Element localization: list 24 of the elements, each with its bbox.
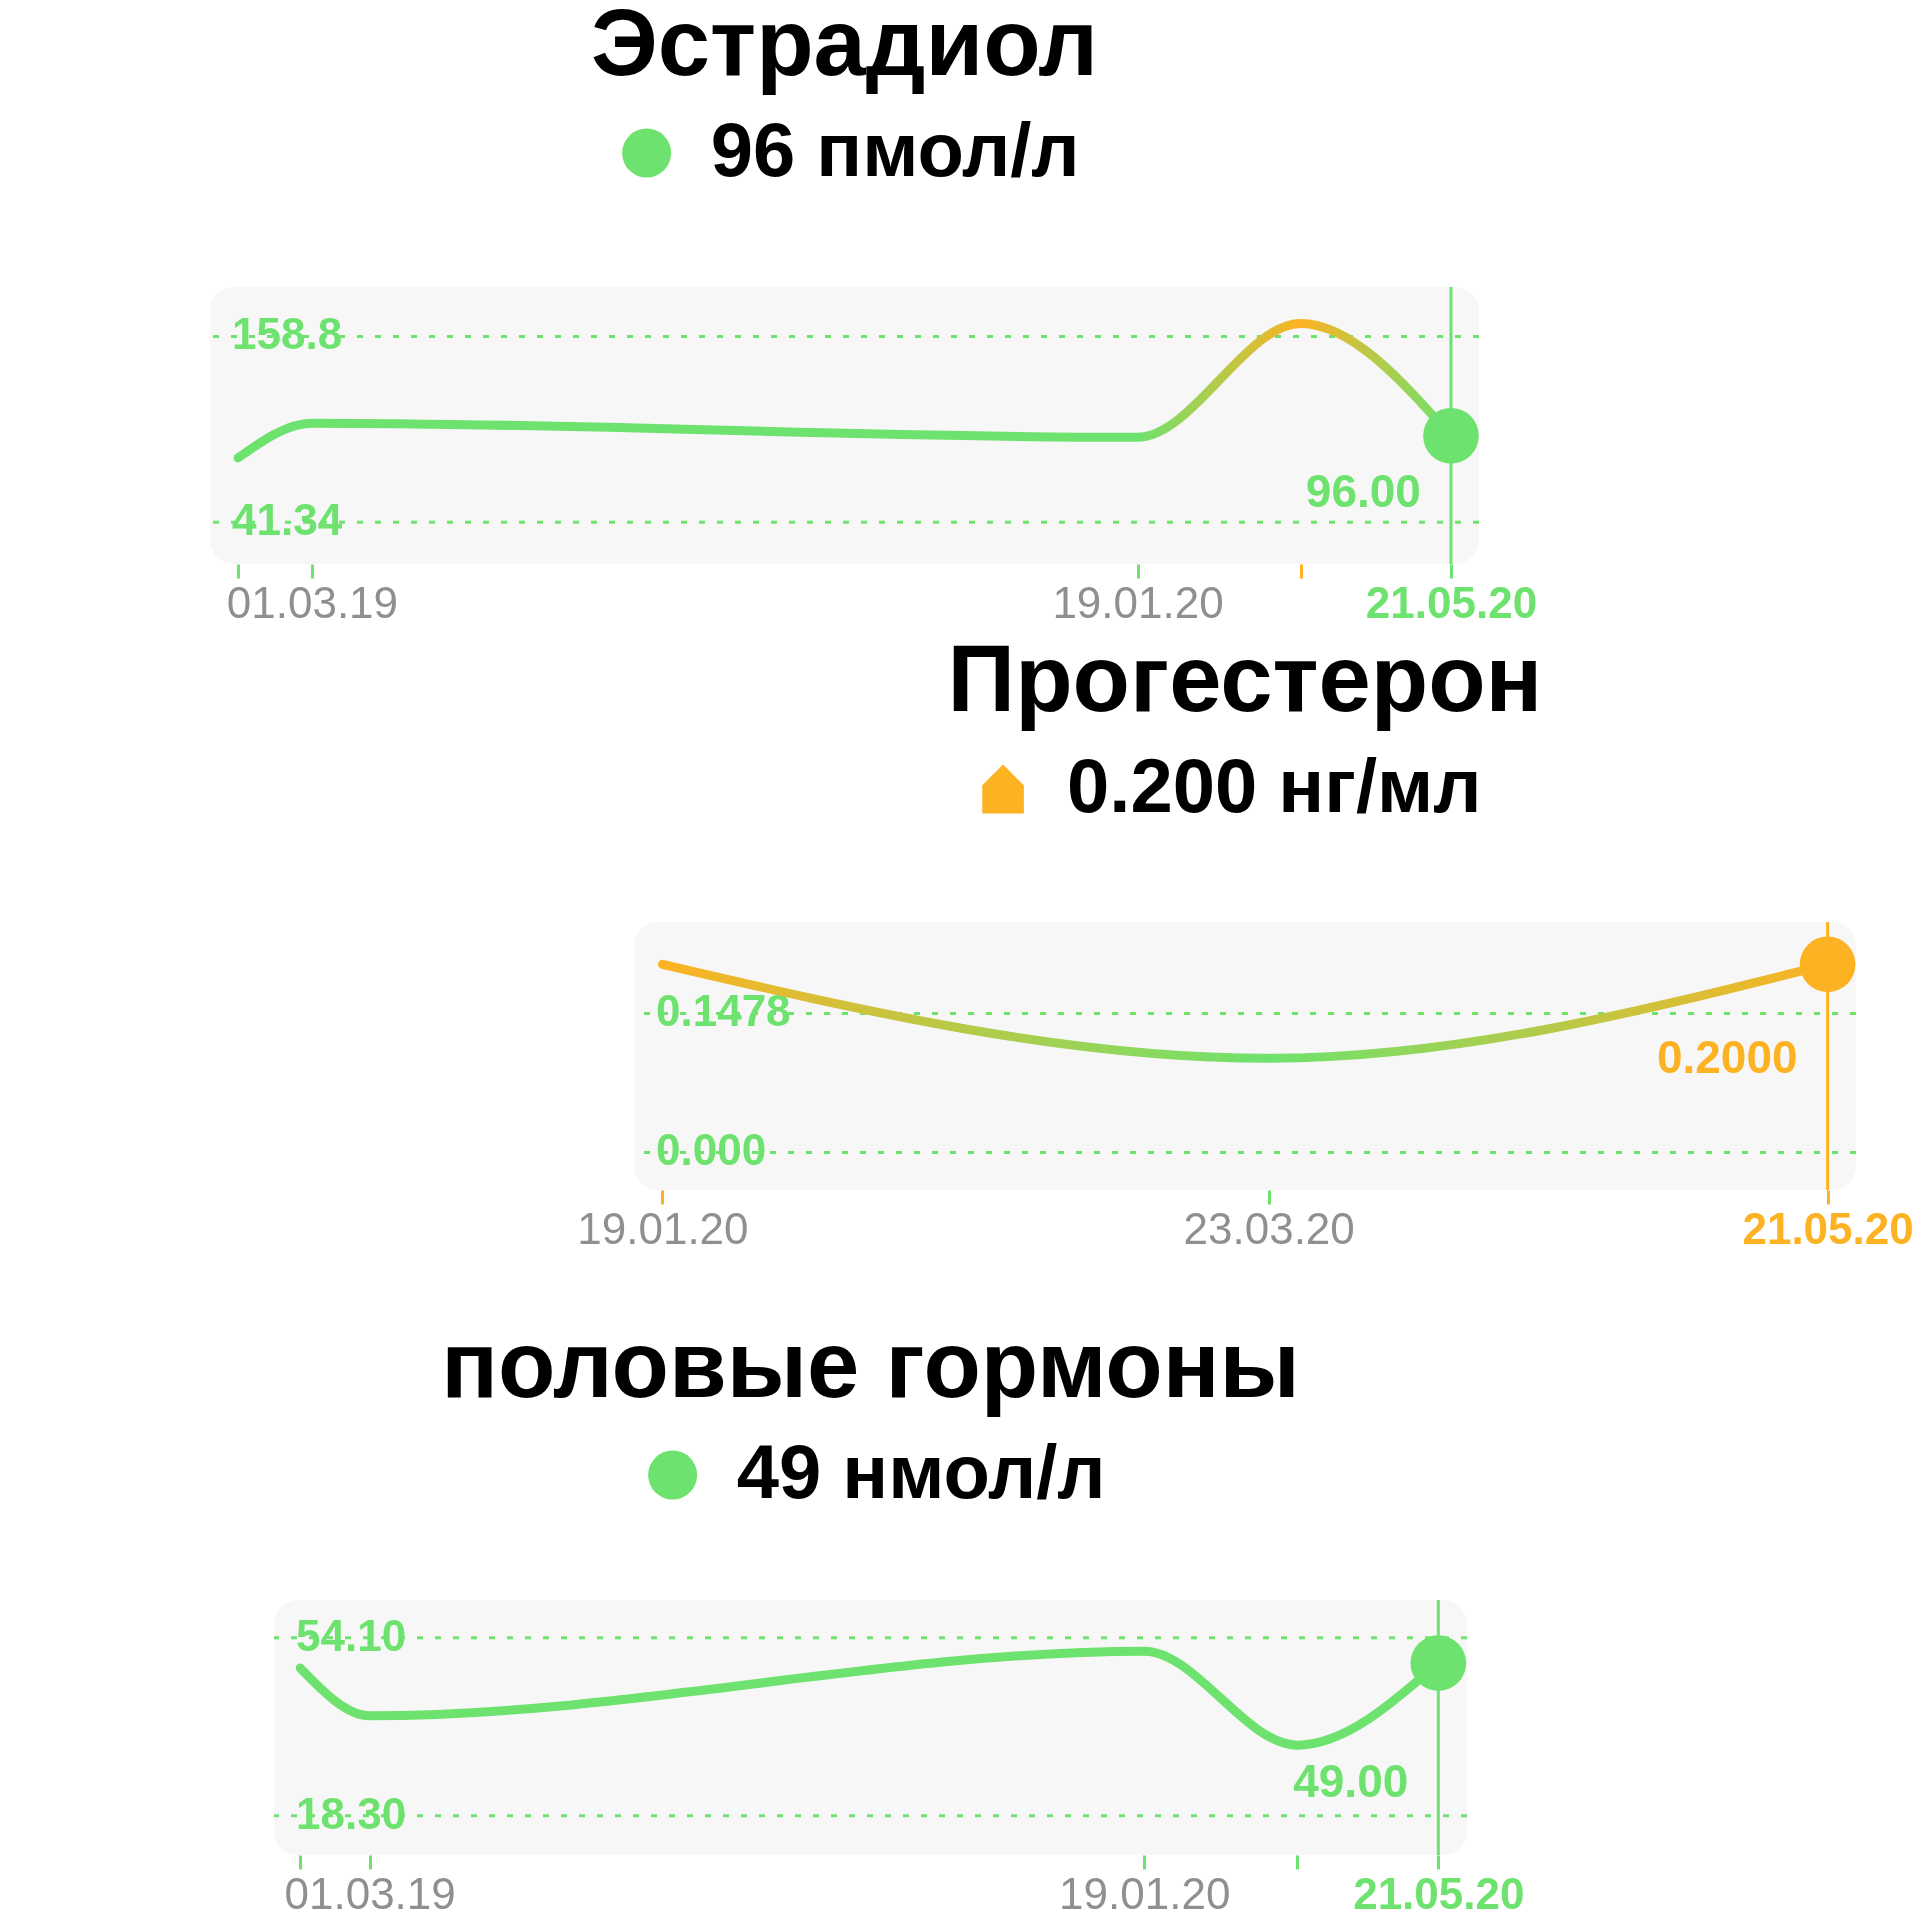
x-tick-label: 01.03.19 — [226, 577, 399, 627]
ref-line-label: 41.34 — [232, 495, 343, 545]
ref-line-label: 0.1478 — [656, 986, 791, 1036]
ref-line-label: 18.30 — [296, 1788, 407, 1838]
data-label: 96.00 — [1305, 464, 1421, 517]
x-tick-label: 19.01.20 — [577, 1203, 749, 1253]
legend-label: 0.200 нг/мл — [1067, 743, 1482, 828]
data-label: 49.00 — [1293, 1755, 1409, 1808]
x-tick-label: 19.01.20 — [1059, 1868, 1231, 1918]
legend-label: 96 пмол/л — [710, 107, 1080, 192]
x-tick-label: 23.03.20 — [1183, 1203, 1355, 1253]
chart-title: Эстрадиол — [590, 0, 1099, 95]
x-tick-label: 19.01.20 — [1052, 577, 1224, 627]
ref-line-label: 158.8 — [232, 309, 343, 359]
ref-line-label: 0.000 — [656, 1125, 767, 1175]
chart-title: половые гормоны — [441, 1312, 1300, 1417]
x-tick-label: 21.05.20 — [1353, 1868, 1525, 1918]
x-tick-label: 21.05.20 — [1365, 577, 1538, 627]
x-tick-label: 21.05.20 — [1742, 1203, 1914, 1253]
x-tick-label: 01.03.19 — [284, 1868, 456, 1918]
ref-line-label: 54.10 — [296, 1610, 407, 1660]
chart-title: Прогестерон — [947, 626, 1543, 731]
data-label: 0.2000 — [1656, 1031, 1798, 1084]
legend-label: 49 нмол/л — [736, 1429, 1106, 1514]
